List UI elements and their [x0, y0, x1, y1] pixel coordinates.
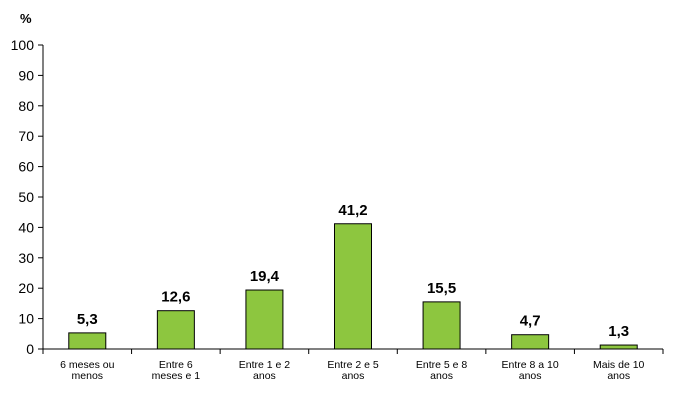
bar-value-label: 4,7 — [520, 313, 541, 330]
x-tick-label: Entre 2 e 5 anos — [327, 359, 379, 382]
x-tick-label: Mais de 10 anos — [593, 359, 645, 382]
bars — [68, 223, 638, 350]
x-tick-label: 6 meses ou menos — [60, 359, 114, 382]
bar — [68, 332, 107, 350]
x-tick-label: Entre 8 a 10 anos — [502, 359, 559, 382]
y-tick-label: 50 — [18, 189, 34, 205]
x-axis: 6 meses ou menos Entre 6 meses e 1 Entre 1 e… — [42, 348, 664, 382]
y-tick-label: 40 — [18, 219, 34, 235]
x-tick-label: Entre 6 meses e 1 — [152, 359, 201, 382]
bar-value-label: 1,3 — [608, 323, 629, 340]
bar — [334, 223, 372, 350]
bar — [599, 344, 638, 350]
y-tick-label: 70 — [18, 128, 34, 144]
x-tick-label: Entre 1 e 2 anos — [239, 359, 291, 382]
y-tick-label: 30 — [18, 250, 34, 266]
bar-value-label: 5,3 — [77, 311, 98, 328]
y-tick-label: 100 — [11, 37, 35, 53]
data-labels: 5,3 12,6 19,4 41,2 15,5 4,7 1,3 — [77, 202, 629, 340]
y-tick-label: 60 — [18, 159, 34, 175]
bar — [156, 310, 195, 350]
y-tick-label: 90 — [18, 67, 34, 83]
x-tick-label: Entre 5 e 8 anos — [416, 359, 468, 382]
bar-value-label: 19,4 — [250, 268, 280, 285]
bar-value-label: 12,6 — [161, 289, 190, 306]
y-tick-label: 80 — [18, 98, 34, 114]
bar-value-label: 41,2 — [338, 202, 367, 219]
y-axis: 0 10 20 30 40 50 60 70 80 90 100 — [11, 37, 44, 357]
y-tick-label: 10 — [18, 311, 34, 327]
bar-value-label: 15,5 — [427, 280, 456, 297]
bar — [511, 334, 550, 350]
bar — [245, 289, 284, 350]
y-tick-label: 0 — [26, 341, 34, 357]
y-tick-label: 20 — [18, 280, 34, 296]
y-axis-unit-label: % — [20, 11, 32, 26]
bar — [422, 301, 461, 350]
